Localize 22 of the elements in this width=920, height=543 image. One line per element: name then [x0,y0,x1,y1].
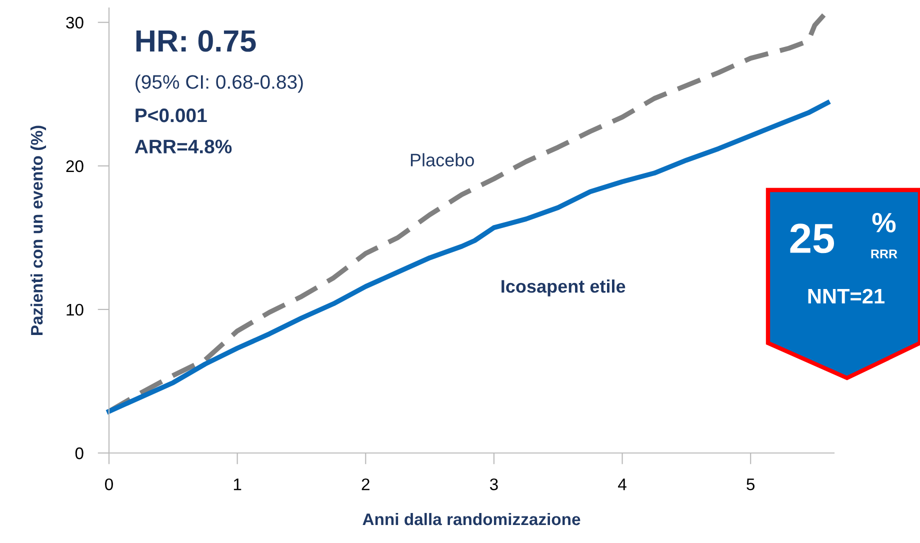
y-axis-title: Pazienti con un evento (%) [30,126,46,335]
y-tick-label: 20 [66,160,84,172]
x-tick-label: 1 [234,478,242,490]
annotation: (95% CI: 0.68-0.83) [136,74,303,93]
y-tick-label: 10 [66,304,84,316]
x-tick-label: 2 [362,478,370,490]
series-label: Placebo [410,153,474,166]
annotation: HR: 0.75 [136,30,256,52]
x-tick-label: 3 [490,478,498,490]
y-tick-label: 0 [75,447,84,460]
x-tick-label: 4 [618,478,626,490]
annotation: ARR=4.8% [134,140,232,154]
annotation: 25 [790,224,834,254]
y-tick-label: 30 [66,16,84,29]
annotation: P<0.001 [136,108,207,122]
x-axis-title: Anni dalla randomizzazione [362,512,580,526]
x-tick-label: 0 [105,478,113,490]
text: % [872,212,896,232]
text: Icosapent etile [502,280,626,296]
x-tick-label: 5 [746,478,755,490]
annotation: NNT=21 [808,288,884,304]
text: RRR [871,250,898,258]
